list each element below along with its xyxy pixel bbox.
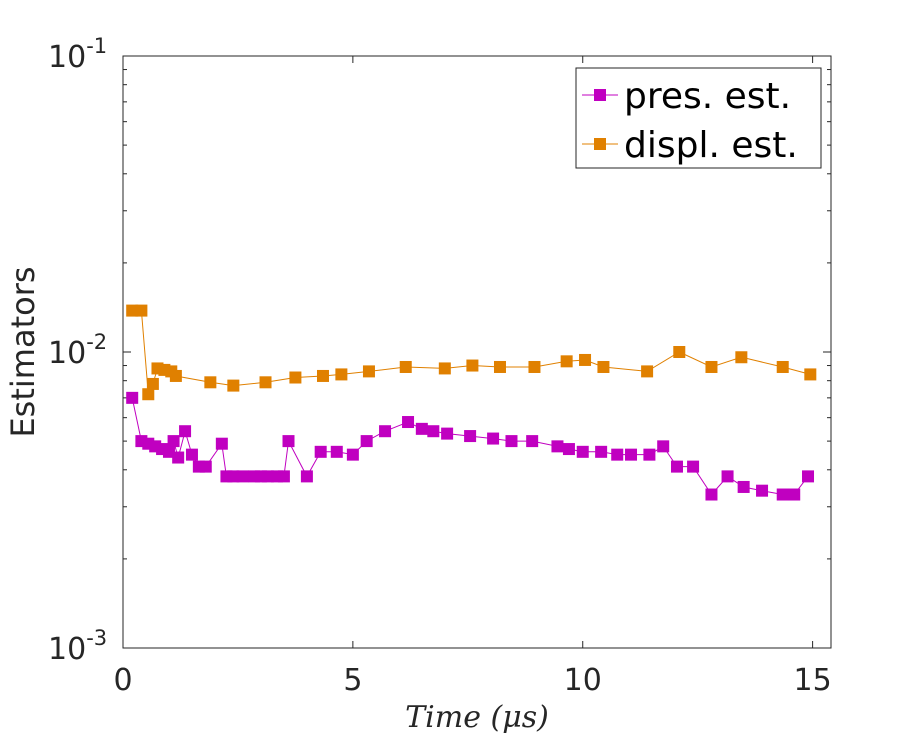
marker-displ-est xyxy=(362,365,375,378)
marker-displ-est xyxy=(641,365,654,378)
marker-displ-est xyxy=(146,377,159,390)
marker-pres-est xyxy=(402,416,415,429)
marker-pres-est xyxy=(261,470,274,483)
y-tick-exponent: -3 xyxy=(86,626,107,650)
y-tick-exponent: -2 xyxy=(86,330,107,354)
marker-pres-est xyxy=(172,451,185,464)
marker-pres-est xyxy=(705,488,718,501)
y-tick-label: 10-2 xyxy=(48,330,107,371)
marker-pres-est xyxy=(670,460,683,473)
marker-pres-est xyxy=(576,445,589,458)
marker-pres-est xyxy=(611,448,624,461)
marker-pres-est xyxy=(227,470,240,483)
x-axis-label: Time (μs) xyxy=(405,700,549,735)
marker-pres-est xyxy=(379,425,392,438)
marker-pres-est xyxy=(346,448,359,461)
marker-displ-est xyxy=(735,351,748,364)
x-tick-label: 5 xyxy=(343,663,362,698)
marker-pres-est xyxy=(427,425,440,438)
y-tick-label: 10-1 xyxy=(48,34,107,75)
marker-displ-est xyxy=(493,360,506,373)
marker-displ-est xyxy=(705,360,718,373)
marker-pres-est xyxy=(314,445,327,458)
x-tick-label: 15 xyxy=(794,663,832,698)
y-tick-base: 10 xyxy=(48,336,86,371)
marker-displ-est xyxy=(204,376,217,389)
marker-pres-est xyxy=(282,435,295,448)
x-tick-label: 10 xyxy=(564,663,602,698)
marker-pres-est xyxy=(737,480,750,493)
marker-pres-est xyxy=(179,425,192,438)
marker-pres-est xyxy=(167,435,180,448)
marker-displ-est xyxy=(289,371,302,384)
marker-pres-est xyxy=(277,470,290,483)
legend-marker-displ-est xyxy=(594,138,606,150)
marker-pres-est xyxy=(788,488,801,501)
marker-displ-est xyxy=(673,346,686,358)
marker-pres-est xyxy=(360,435,373,448)
marker-pres-est xyxy=(162,445,175,458)
marker-displ-est xyxy=(528,360,541,373)
marker-pres-est xyxy=(657,440,670,453)
marker-displ-est xyxy=(438,362,451,375)
marker-pres-est xyxy=(551,440,564,453)
y-tick-label: 10-3 xyxy=(48,626,107,667)
marker-pres-est xyxy=(415,422,428,435)
marker-displ-est xyxy=(335,368,348,381)
marker-pres-est xyxy=(687,460,700,473)
marker-displ-est xyxy=(126,304,139,317)
marker-pres-est xyxy=(199,460,212,473)
marker-pres-est xyxy=(595,445,608,458)
legend-label-pres-est: pres. est. xyxy=(624,76,791,117)
legend-label-displ-est: displ. est. xyxy=(624,125,798,166)
y-tick-exponent: -1 xyxy=(86,34,107,58)
marker-pres-est xyxy=(236,470,249,483)
marker-pres-est xyxy=(300,470,313,483)
marker-pres-est xyxy=(721,470,734,483)
legend-box xyxy=(575,67,822,169)
marker-pres-est xyxy=(330,445,343,458)
marker-displ-est xyxy=(597,360,610,373)
marker-displ-est xyxy=(579,353,592,366)
marker-pres-est xyxy=(526,435,539,448)
marker-pres-est xyxy=(756,484,769,497)
marker-pres-est xyxy=(441,427,454,440)
marker-pres-est xyxy=(487,432,500,445)
y-tick-base: 10 xyxy=(48,40,86,75)
series-layer xyxy=(126,304,817,501)
marker-pres-est xyxy=(254,470,267,483)
marker-pres-est xyxy=(562,443,575,456)
marker-displ-est xyxy=(227,379,240,392)
x-tick-label: 0 xyxy=(113,663,132,698)
marker-pres-est xyxy=(776,488,789,501)
y-axis-label: Estimators xyxy=(4,266,42,437)
marker-pres-est xyxy=(464,430,477,443)
marker-pres-est xyxy=(802,470,815,483)
marker-pres-est xyxy=(185,448,198,461)
marker-displ-est xyxy=(466,359,479,372)
marker-pres-est xyxy=(215,437,228,450)
marker-displ-est xyxy=(169,369,182,382)
marker-displ-est xyxy=(804,368,817,381)
marker-pres-est xyxy=(643,448,656,461)
marker-displ-est xyxy=(316,369,329,382)
legend: pres. est. displ. est. xyxy=(575,67,822,169)
marker-displ-est xyxy=(560,355,573,368)
marker-displ-est xyxy=(399,360,412,373)
marker-displ-est xyxy=(259,376,272,389)
marker-displ-est xyxy=(776,360,789,373)
marker-displ-est xyxy=(135,304,148,317)
plot-frame xyxy=(122,55,832,649)
y-tick-base: 10 xyxy=(48,632,86,667)
legend-marker-pres-est xyxy=(594,89,606,101)
marker-pres-est xyxy=(625,448,638,461)
marker-displ-est xyxy=(142,388,155,401)
marker-pres-est xyxy=(505,435,518,448)
marker-pres-est xyxy=(126,391,139,404)
